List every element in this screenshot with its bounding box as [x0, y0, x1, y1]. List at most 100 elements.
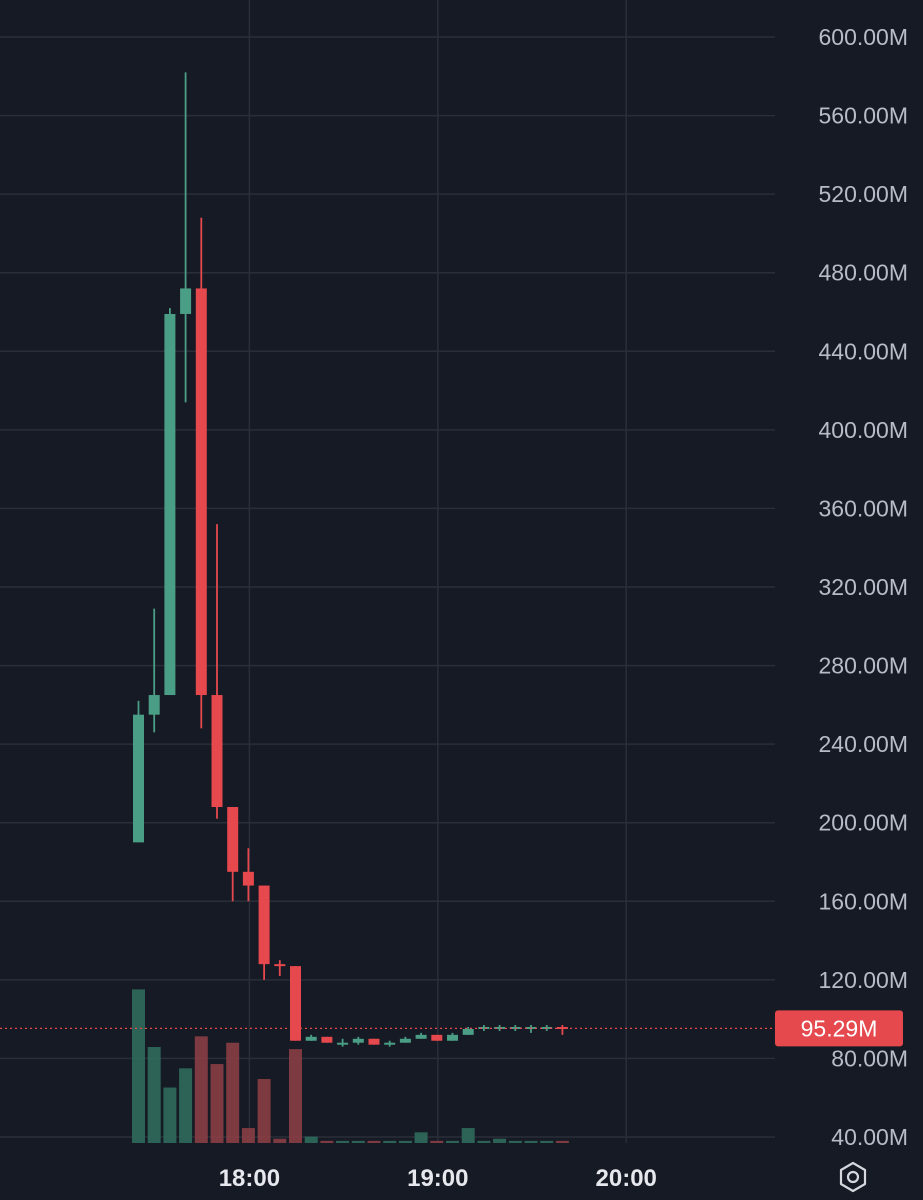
- volume-bar: [147, 1047, 161, 1143]
- candle-body: [305, 1036, 317, 1041]
- y-tick-label: 520.00M: [818, 181, 908, 207]
- y-tick-label: 360.00M: [818, 495, 908, 521]
- volume-bar: [336, 1140, 350, 1143]
- candle: [462, 1027, 474, 1035]
- y-tick-label: 560.00M: [818, 103, 908, 129]
- x-tick-label: 18:00: [219, 1165, 280, 1192]
- candle: [211, 524, 223, 819]
- candle: [352, 1036, 364, 1045]
- y-axis: 600.00M 560.00M 520.00M 480.00M 440.00M 400.0…: [818, 24, 908, 1150]
- volume-bar: [210, 1064, 224, 1143]
- x-tick-label: 19:00: [407, 1165, 468, 1192]
- y-tick-label: 240.00M: [818, 731, 908, 757]
- y-tick-label: 480.00M: [818, 260, 908, 286]
- candle: [415, 1032, 427, 1039]
- volume-bar: [524, 1140, 538, 1143]
- candle: [494, 1025, 506, 1031]
- volume-bar: [477, 1140, 491, 1143]
- candle: [133, 700, 144, 843]
- volume-bar: [226, 1042, 240, 1143]
- volume-bar: [540, 1140, 554, 1143]
- candle: [242, 848, 254, 902]
- y-tick-label: 40.00M: [831, 1124, 908, 1150]
- candle-body: [321, 1036, 333, 1043]
- candle: [368, 1038, 380, 1045]
- volume-bar: [367, 1140, 381, 1143]
- candle: [384, 1040, 396, 1047]
- volume-bar: [430, 1140, 444, 1143]
- candle: [478, 1025, 490, 1031]
- candle: [337, 1038, 349, 1047]
- volume-bar: [555, 1140, 569, 1143]
- candle: [556, 1025, 568, 1035]
- volume-bar: [304, 1136, 318, 1143]
- y-tick-label: 400.00M: [818, 417, 908, 443]
- volume-bar: [493, 1138, 507, 1143]
- candle-body: [415, 1034, 427, 1039]
- y-tick-label: 200.00M: [818, 810, 908, 836]
- candle-body: [148, 695, 160, 715]
- volume-bar: [163, 1087, 177, 1143]
- candle-body: [494, 1027, 506, 1029]
- candle: [290, 966, 301, 1041]
- candle: [258, 885, 270, 980]
- volume-bar: [446, 1140, 459, 1143]
- candle-body: [227, 807, 239, 872]
- candle-body: [447, 1034, 458, 1041]
- candle: [148, 608, 160, 733]
- volume-bar: [194, 1036, 208, 1143]
- candle: [447, 1032, 458, 1041]
- volume-bar: [414, 1132, 428, 1143]
- candles: [133, 72, 568, 1047]
- x-tick-label: 20:00: [596, 1165, 657, 1192]
- candle-body: [242, 871, 254, 886]
- candle-body: [258, 885, 270, 965]
- volume-bar: [132, 989, 145, 1143]
- volume-bar: [351, 1140, 365, 1143]
- candle-body: [352, 1038, 364, 1043]
- candle-body: [195, 288, 207, 696]
- volume-bar: [273, 1138, 287, 1143]
- y-tick-label: 600.00M: [818, 24, 908, 50]
- candle: [431, 1034, 443, 1041]
- y-tick-label: 160.00M: [818, 888, 908, 914]
- candle-body: [478, 1027, 490, 1029]
- y-tick-label: 320.00M: [818, 574, 908, 600]
- candle-body: [290, 966, 301, 1041]
- candle: [227, 807, 239, 902]
- candle-body: [133, 714, 144, 843]
- candle: [180, 72, 192, 403]
- candle-body: [164, 313, 176, 696]
- candle-body: [180, 288, 192, 314]
- last-price-label: 95.29M: [801, 1015, 878, 1041]
- candle-body: [211, 695, 223, 807]
- candle: [321, 1036, 333, 1043]
- volume-bar: [289, 1049, 302, 1143]
- candle-body: [337, 1042, 349, 1045]
- candle-body: [384, 1042, 396, 1045]
- volume-bar: [320, 1140, 334, 1143]
- y-tick-label: 280.00M: [818, 653, 908, 679]
- grid-lines: [0, 0, 775, 1143]
- volume-bar: [257, 1079, 271, 1143]
- candle: [195, 217, 207, 729]
- last-price-tag: [775, 1010, 903, 1047]
- volume-bar: [461, 1128, 475, 1143]
- candle: [164, 308, 176, 696]
- y-tick-label: 440.00M: [818, 338, 908, 364]
- candle-body: [556, 1027, 568, 1029]
- candle: [305, 1034, 317, 1041]
- candle-body: [274, 964, 286, 967]
- volume-bar: [398, 1140, 412, 1143]
- settings-hexagon-icon[interactable]: [836, 1160, 870, 1194]
- last-price-line: 95.29M: [0, 1010, 903, 1047]
- volume-bar: [241, 1128, 255, 1143]
- volume-bar: [508, 1140, 522, 1143]
- y-tick-label: 120.00M: [818, 967, 908, 993]
- x-axis: 18:00 19:00 20:00: [219, 1165, 657, 1192]
- candle-body: [399, 1038, 411, 1043]
- candle: [274, 960, 286, 976]
- candle: [399, 1036, 411, 1043]
